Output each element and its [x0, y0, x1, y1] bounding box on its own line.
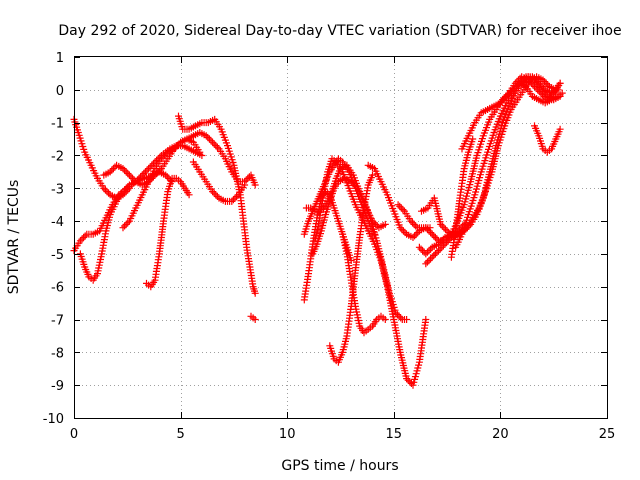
series-arc-23	[452, 73, 562, 251]
x-axis-ticks: 0 5 10 15 20 25	[70, 57, 615, 442]
y-tick-label: -3	[51, 182, 64, 197]
y-tick-label: -2	[51, 149, 64, 164]
series-arc-19	[418, 73, 564, 241]
x-tick-label: 20	[492, 427, 509, 442]
y-tick-label: -6	[51, 281, 64, 296]
y-axis-ticks: 1 0 -1 -2 -3 -4 -5 -6 -7 -8 -9 -10	[43, 51, 607, 427]
series-arc-3	[76, 142, 206, 284]
x-tick-label: 25	[599, 427, 616, 442]
y-tick-label: -9	[51, 379, 64, 394]
series-markers	[309, 174, 411, 323]
x-tick-label: 0	[70, 427, 78, 442]
series-arc-18	[394, 201, 434, 232]
series-arc-2	[70, 168, 176, 255]
plot-frame	[74, 56, 608, 419]
series-markers	[247, 312, 259, 323]
y-tick-label: -5	[51, 248, 64, 263]
series-markers	[143, 174, 193, 291]
series-markers	[452, 73, 562, 251]
series-arc-8	[189, 158, 249, 205]
series-markers	[531, 122, 564, 156]
y-tick-label: 0	[56, 84, 64, 99]
y-tick-label: 1	[56, 51, 64, 66]
x-axis-label: GPS time / hours	[281, 458, 398, 474]
series-markers	[339, 230, 389, 337]
series-markers	[189, 158, 249, 205]
y-tick-label: -7	[51, 314, 64, 329]
y-axis-label: SDTVAR / TECUs	[6, 180, 22, 295]
y-tick-label: -8	[51, 346, 64, 361]
y-tick-label: -4	[51, 215, 64, 230]
x-tick-label: 10	[279, 427, 296, 442]
chart-title: Day 292 of 2020, Sidereal Day-to-day VTE…	[58, 23, 621, 39]
y-tick-label: -1	[51, 117, 64, 132]
series-markers	[70, 168, 176, 255]
series-arc-14	[309, 174, 411, 323]
y-tick-label: -10	[43, 412, 64, 427]
series-markers	[394, 201, 434, 232]
series-markers	[76, 142, 206, 284]
series-markers	[447, 135, 477, 261]
x-tick-label: 5	[176, 427, 184, 442]
series-arc-16	[339, 230, 389, 337]
data-points	[70, 73, 566, 389]
series-arc-6	[143, 174, 193, 291]
series-arc-5	[119, 129, 259, 232]
series-markers	[119, 129, 259, 232]
series-markers	[418, 73, 564, 241]
series-arc-24	[531, 122, 564, 156]
series-arc-9	[247, 312, 259, 323]
x-tick-label: 15	[386, 427, 403, 442]
series-arc-25	[447, 135, 477, 261]
